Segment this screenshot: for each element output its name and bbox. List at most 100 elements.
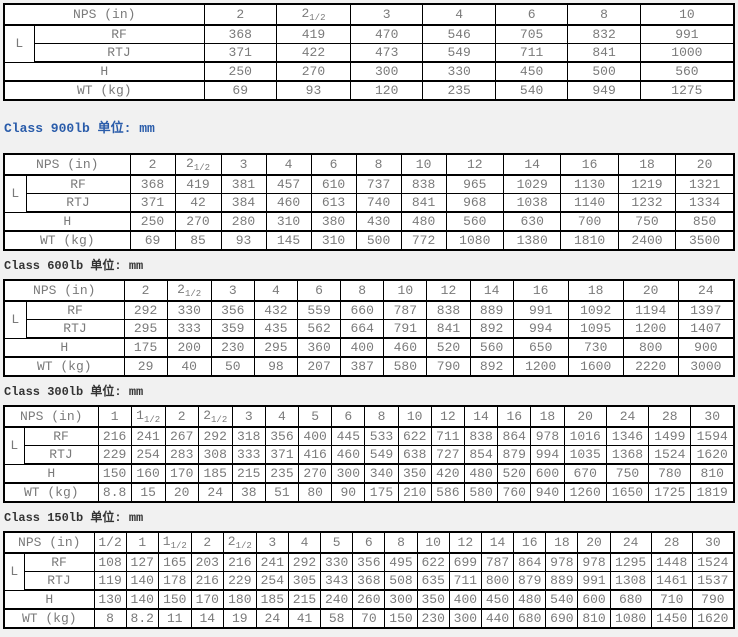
nps-size-header: 21/2	[197, 405, 233, 428]
wt-weight-value: 680	[513, 608, 547, 629]
rtj-length-value: 635	[416, 571, 450, 591]
h-height-value: 200	[166, 337, 212, 358]
nps-size-header: 18	[617, 153, 677, 176]
wt-weight-value: 940	[530, 482, 565, 503]
wt-weight-value: 2220	[622, 356, 679, 377]
h-height-value: 560	[445, 211, 504, 232]
rf-row-label: RF	[25, 300, 125, 320]
nps-size-header: 20	[675, 153, 735, 176]
wt-weight-value: 230	[416, 608, 450, 629]
nps-size-header: 21/2	[222, 531, 257, 554]
rf-length-value: 705	[494, 24, 569, 44]
rf-length-value: 108	[93, 552, 127, 572]
nps-size-header: 6	[352, 531, 386, 554]
rtj-length-value: 1035	[563, 445, 607, 465]
h-height-value: 185	[255, 589, 289, 610]
dimension-table-900lb: NPS (in) 2 21/2 3 4 6 8 10 12 14 16 18 20 L RF 368 419 38…	[3, 153, 735, 251]
table-row: NPS (in) 2 21/2 3 4 6 8 10 12 14 16 18 20	[3, 153, 735, 176]
rtj-length-value: 42	[174, 193, 222, 213]
h-height-value: 850	[675, 211, 735, 232]
rtj-length-value: 740	[355, 193, 402, 213]
h-height-value: 560	[639, 61, 735, 82]
class-600lb-heading: Class 600lb 单位: mm	[4, 259, 144, 273]
wt-weight-value: 80	[298, 482, 333, 503]
rf-length-value: 864	[497, 426, 532, 446]
rf-row-label: RF	[25, 174, 131, 194]
wt-weight-value: 24	[197, 482, 233, 503]
nps-size-header: 4	[265, 153, 312, 176]
table-row: H 250 270 280 310 380 430 480 560 630 700 750 850	[3, 211, 735, 232]
h-height-value: 700	[560, 211, 619, 232]
rf-length-value: 330	[166, 300, 212, 320]
table-row: L RF 368 419 470 546 705 832 991	[3, 24, 735, 63]
nps-size-header: 14	[463, 405, 499, 428]
rf-length-value: 1448	[650, 552, 693, 572]
wt-weight-value: 24	[255, 608, 289, 629]
table-row: RTJ 295 333 359 435 562 664 791 841 892 994 1095 120…	[4, 319, 735, 339]
rtj-length-value: 371	[203, 43, 277, 63]
rf-length-value: 1029	[502, 174, 562, 194]
h-height-value: 480	[400, 211, 447, 232]
l-group-label: L	[3, 24, 35, 63]
nps-size-header: 2	[190, 531, 224, 554]
nps-size-header: 5	[298, 405, 333, 428]
fraction-subscript: 1/2	[170, 541, 187, 551]
table-row: RTJ 229 254 283 308 333 371 416 460 549 638 727 854 8…	[4, 445, 735, 465]
rtj-length-value: 613	[310, 193, 357, 213]
rf-length-value: 127	[125, 552, 159, 572]
rf-length-value: 356	[210, 300, 255, 320]
h-height-value: 780	[648, 463, 692, 484]
fraction-subscript: 1/2	[184, 289, 202, 299]
rtj-length-value: 549	[364, 445, 399, 465]
rf-length-value: 292	[123, 300, 168, 320]
rtj-length-value: 460	[265, 193, 312, 213]
rtj-length-value: 879	[513, 571, 547, 591]
h-height-value: 380	[310, 211, 357, 232]
h-height-value: 400	[448, 589, 482, 610]
rtj-length-value: 854	[463, 445, 499, 465]
rtj-length-value: 638	[397, 445, 432, 465]
table-row: NPS (in) 2 21/2 3 4 6 8 10 12 14 16 18 20 24	[3, 279, 735, 302]
nps-size-header: 18	[567, 279, 624, 302]
nps-size-header: 12	[430, 405, 465, 428]
h-height-value: 175	[123, 337, 168, 358]
h-height-value: 295	[253, 337, 298, 358]
rf-length-value: 787	[480, 552, 515, 572]
h-height-value: 280	[220, 211, 267, 232]
h-height-value: 235	[264, 463, 300, 484]
rf-length-value: 832	[567, 24, 641, 44]
rtj-length-value: 800	[480, 571, 515, 591]
rf-length-value: 381	[220, 174, 267, 194]
nps-size-header: 4	[422, 3, 496, 26]
rf-row-label: RF	[23, 426, 99, 446]
fraction-subscript: 1/2	[193, 163, 211, 173]
nps-size-header: 21/2	[275, 3, 351, 26]
rtj-length-value: 727	[430, 445, 465, 465]
rtj-length-value: 711	[448, 571, 482, 591]
nps-size-header: 11/2	[157, 531, 192, 554]
wt-weight-value: 58	[320, 608, 354, 629]
wt-weight-value: 210	[397, 482, 432, 503]
dimension-table-top: NPS (in) 2 21/2 3 4 6 8 10 L RF 368 419 470 546 705 832…	[3, 3, 735, 101]
h-height-value: 300	[349, 61, 424, 82]
table-row: WT (kg) 8 8.2 11 14 19 24 41 58 70 150 230 300 440 680…	[3, 608, 735, 629]
nps-size-header: 1	[125, 531, 159, 554]
wt-weight-value: 892	[469, 356, 514, 377]
wt-weight-value: 1810	[560, 230, 619, 251]
rf-length-value: 1499	[648, 426, 692, 446]
h-height-value: 900	[677, 337, 735, 358]
rtj-length-value: 841	[400, 193, 447, 213]
rtj-length-value: 791	[383, 319, 428, 339]
wt-row-label: WT (kg)	[3, 356, 125, 377]
rtj-length-value: 1537	[691, 571, 735, 591]
class-900lb-heading: Class 900lb 单位: mm	[4, 121, 155, 136]
rf-length-value: 838	[400, 174, 447, 194]
nps-size-header: 4	[253, 279, 298, 302]
rtj-length-value: 991	[577, 571, 611, 591]
rf-length-value: 978	[530, 426, 565, 446]
wt-weight-value: 85	[174, 230, 222, 251]
nps-row-label: NPS (in)	[3, 279, 125, 302]
table-row: NPS (in) 1/2 1 11/2 2 21/2 3 4 5 6 8 10 12 14 16 18 20 24…	[3, 531, 735, 554]
rf-length-value: 1346	[605, 426, 650, 446]
